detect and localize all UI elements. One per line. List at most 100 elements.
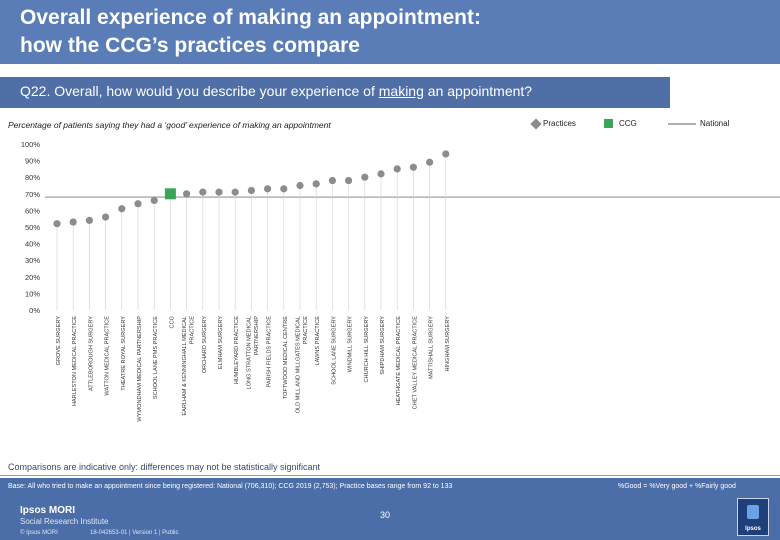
y-tick-label: 50% — [25, 223, 40, 232]
category-label-group: OLD MILL AND MILLGATES MEDICAL PRACTICE — [295, 316, 309, 414]
base-text: Base: All who tried to make an appointme… — [8, 483, 453, 490]
category-label-group: WATTON MEDICAL PRACTICE — [105, 316, 111, 396]
category-label-group: ORCHARD SURGERY — [202, 316, 208, 374]
question-prefix: Q22. Overall, how would you describe you… — [20, 83, 379, 99]
category-label-group: PARISH FIELDS PRACTICE — [267, 316, 273, 388]
title-bar: Overall experience of making an appointm… — [0, 0, 780, 64]
category-label: ATTLEBOROUGH SURGERY — [88, 316, 94, 391]
practice-marker — [409, 163, 417, 171]
category-label-group: WINDMILL SURGERY — [348, 316, 354, 373]
category-label: LAWNS PRACTICE — [315, 316, 321, 366]
practice-marker — [85, 216, 93, 224]
category-label-group: HUMBLEYARD PRACTICE — [234, 316, 240, 385]
footer-divider — [0, 475, 780, 476]
y-tick-label: 10% — [25, 289, 40, 298]
practice-marker — [377, 170, 385, 178]
legend-practices-label: Practices — [543, 119, 576, 128]
practice-marker — [393, 165, 401, 173]
y-tick-label: 0% — [29, 306, 40, 315]
practice-marker — [215, 188, 223, 196]
category-label-group: EARLHAM & KENNINGHALL MEDICAL PRACTICE — [182, 316, 196, 416]
practice-marker — [118, 205, 126, 213]
logo-label: Ipsos — [745, 526, 761, 532]
practice-marker — [231, 188, 239, 196]
category-label: SHIPDHAM SURGERY — [380, 316, 386, 375]
category-label: TOFTWOOD MEDICAL CENTRE — [283, 316, 289, 400]
category-label-group: WYMONDHAM MEDICAL PARTNERSHIP — [137, 316, 143, 422]
practice-marker — [134, 200, 142, 208]
y-tick-label: 80% — [25, 173, 40, 182]
chart-subtitle: Percentage of patients saying they had a… — [8, 120, 331, 130]
category-label: GROVE SURGERY — [56, 316, 62, 366]
y-tick-label: 90% — [25, 157, 40, 166]
question-text: Q22. Overall, how would you describe you… — [20, 83, 532, 99]
category-label: WATTON MEDICAL PRACTICE — [105, 316, 111, 396]
practice-marker — [247, 186, 255, 195]
practice-marker — [53, 220, 61, 228]
category-label-group: CHET VALLEY MEDICAL PRACTICE — [412, 316, 418, 410]
practice-marker — [312, 180, 320, 188]
category-label: LONG STRATTON MEDICAL — [247, 316, 253, 389]
category-label: CHET VALLEY MEDICAL PRACTICE — [412, 316, 418, 410]
practice-marker — [183, 190, 191, 198]
category-label: PARISH FIELDS PRACTICE — [267, 316, 273, 388]
category-label: ORCHARD SURGERY — [202, 316, 208, 374]
page-number: 30 — [380, 510, 391, 520]
category-label-group: MATTISHALL SURGERY — [429, 316, 435, 379]
legend-practices-marker — [530, 118, 542, 130]
legend-national-line — [668, 123, 696, 125]
practice-marker — [280, 185, 288, 193]
copyright-text: © Ipsos MORI — [20, 530, 58, 536]
category-label-group: HEATHGATE MEDICAL PRACTICE — [396, 316, 402, 406]
page-title-line-1: Overall experience of making an appointm… — [20, 6, 481, 29]
category-label: WINDMILL SURGERY — [348, 316, 354, 373]
category-label: ELMHAM SURGERY — [218, 316, 224, 369]
category-label-group: LAWNS PRACTICE — [315, 316, 321, 366]
category-label: PRACTICE — [189, 316, 195, 345]
question-bar-accent — [670, 77, 780, 108]
practice-marker — [345, 176, 353, 185]
category-label: PARTNERSHIP — [254, 316, 260, 356]
y-tick-label: 20% — [25, 273, 40, 282]
category-label-group: SHIPDHAM SURGERY — [380, 316, 386, 375]
question-bar: Q22. Overall, how would you describe you… — [0, 77, 670, 108]
category-label-group: THEATRE ROYAL SURGERY — [121, 316, 127, 391]
category-label: CCG — [169, 316, 175, 328]
brand-name: Ipsos MORI — [20, 505, 76, 516]
category-label: THEATRE ROYAL SURGERY — [121, 316, 127, 391]
category-label: SCHOOL LANE PMS PRACTICE — [153, 316, 159, 399]
logo-mark-icon — [747, 505, 759, 519]
practice-marker — [442, 150, 450, 158]
category-label: CHURCH HILL SURGERY — [364, 316, 370, 383]
category-label-group: TOFTWOOD MEDICAL CENTRE — [283, 316, 289, 400]
question-suffix: an appointment? — [423, 83, 533, 99]
y-tick-label: 100% — [21, 140, 41, 149]
category-label-group: CCG — [169, 316, 175, 328]
legend-ccg-label: CCG — [619, 119, 637, 128]
category-label: SCHOOL LANE SURGERY — [331, 316, 337, 385]
comparison-note: Comparisons are indicative only: differe… — [8, 462, 320, 472]
category-label-group: ATTLEBOROUGH SURGERY — [88, 316, 94, 391]
legend-national-label: National — [700, 119, 730, 128]
y-tick-label: 60% — [25, 206, 40, 215]
category-label-group: ELMHAM SURGERY — [218, 316, 224, 369]
category-label-group: GROVE SURGERY — [56, 316, 62, 366]
practice-marker — [361, 173, 369, 181]
footer-bar — [0, 478, 780, 540]
practice-marker — [102, 213, 110, 221]
y-tick-label: 70% — [25, 190, 40, 199]
category-label-group: CHURCH HILL SURGERY — [364, 316, 370, 383]
practice-marker — [264, 185, 272, 193]
category-label: MATTISHALL SURGERY — [429, 316, 435, 379]
practice-marker — [199, 188, 207, 196]
category-label: WYMONDHAM MEDICAL PARTNERSHIP — [137, 316, 143, 422]
page-title-line-2: how the CCG’s practices compare — [20, 34, 360, 57]
category-label: EARLHAM & KENNINGHALL MEDICAL — [182, 316, 188, 416]
practice-marker — [150, 196, 158, 205]
scatter-chart: 0% 10% 20% 30% 40% 50% 60% 70% 80% 90% 100% GROVE S… — [21, 140, 780, 422]
category-label: HUMBLEYARD PRACTICE — [234, 316, 240, 385]
practice-marker — [426, 158, 434, 166]
brand-subtitle: Social Research Institute — [20, 517, 109, 526]
practice-marker — [69, 218, 77, 226]
y-tick-label: 40% — [25, 240, 40, 249]
